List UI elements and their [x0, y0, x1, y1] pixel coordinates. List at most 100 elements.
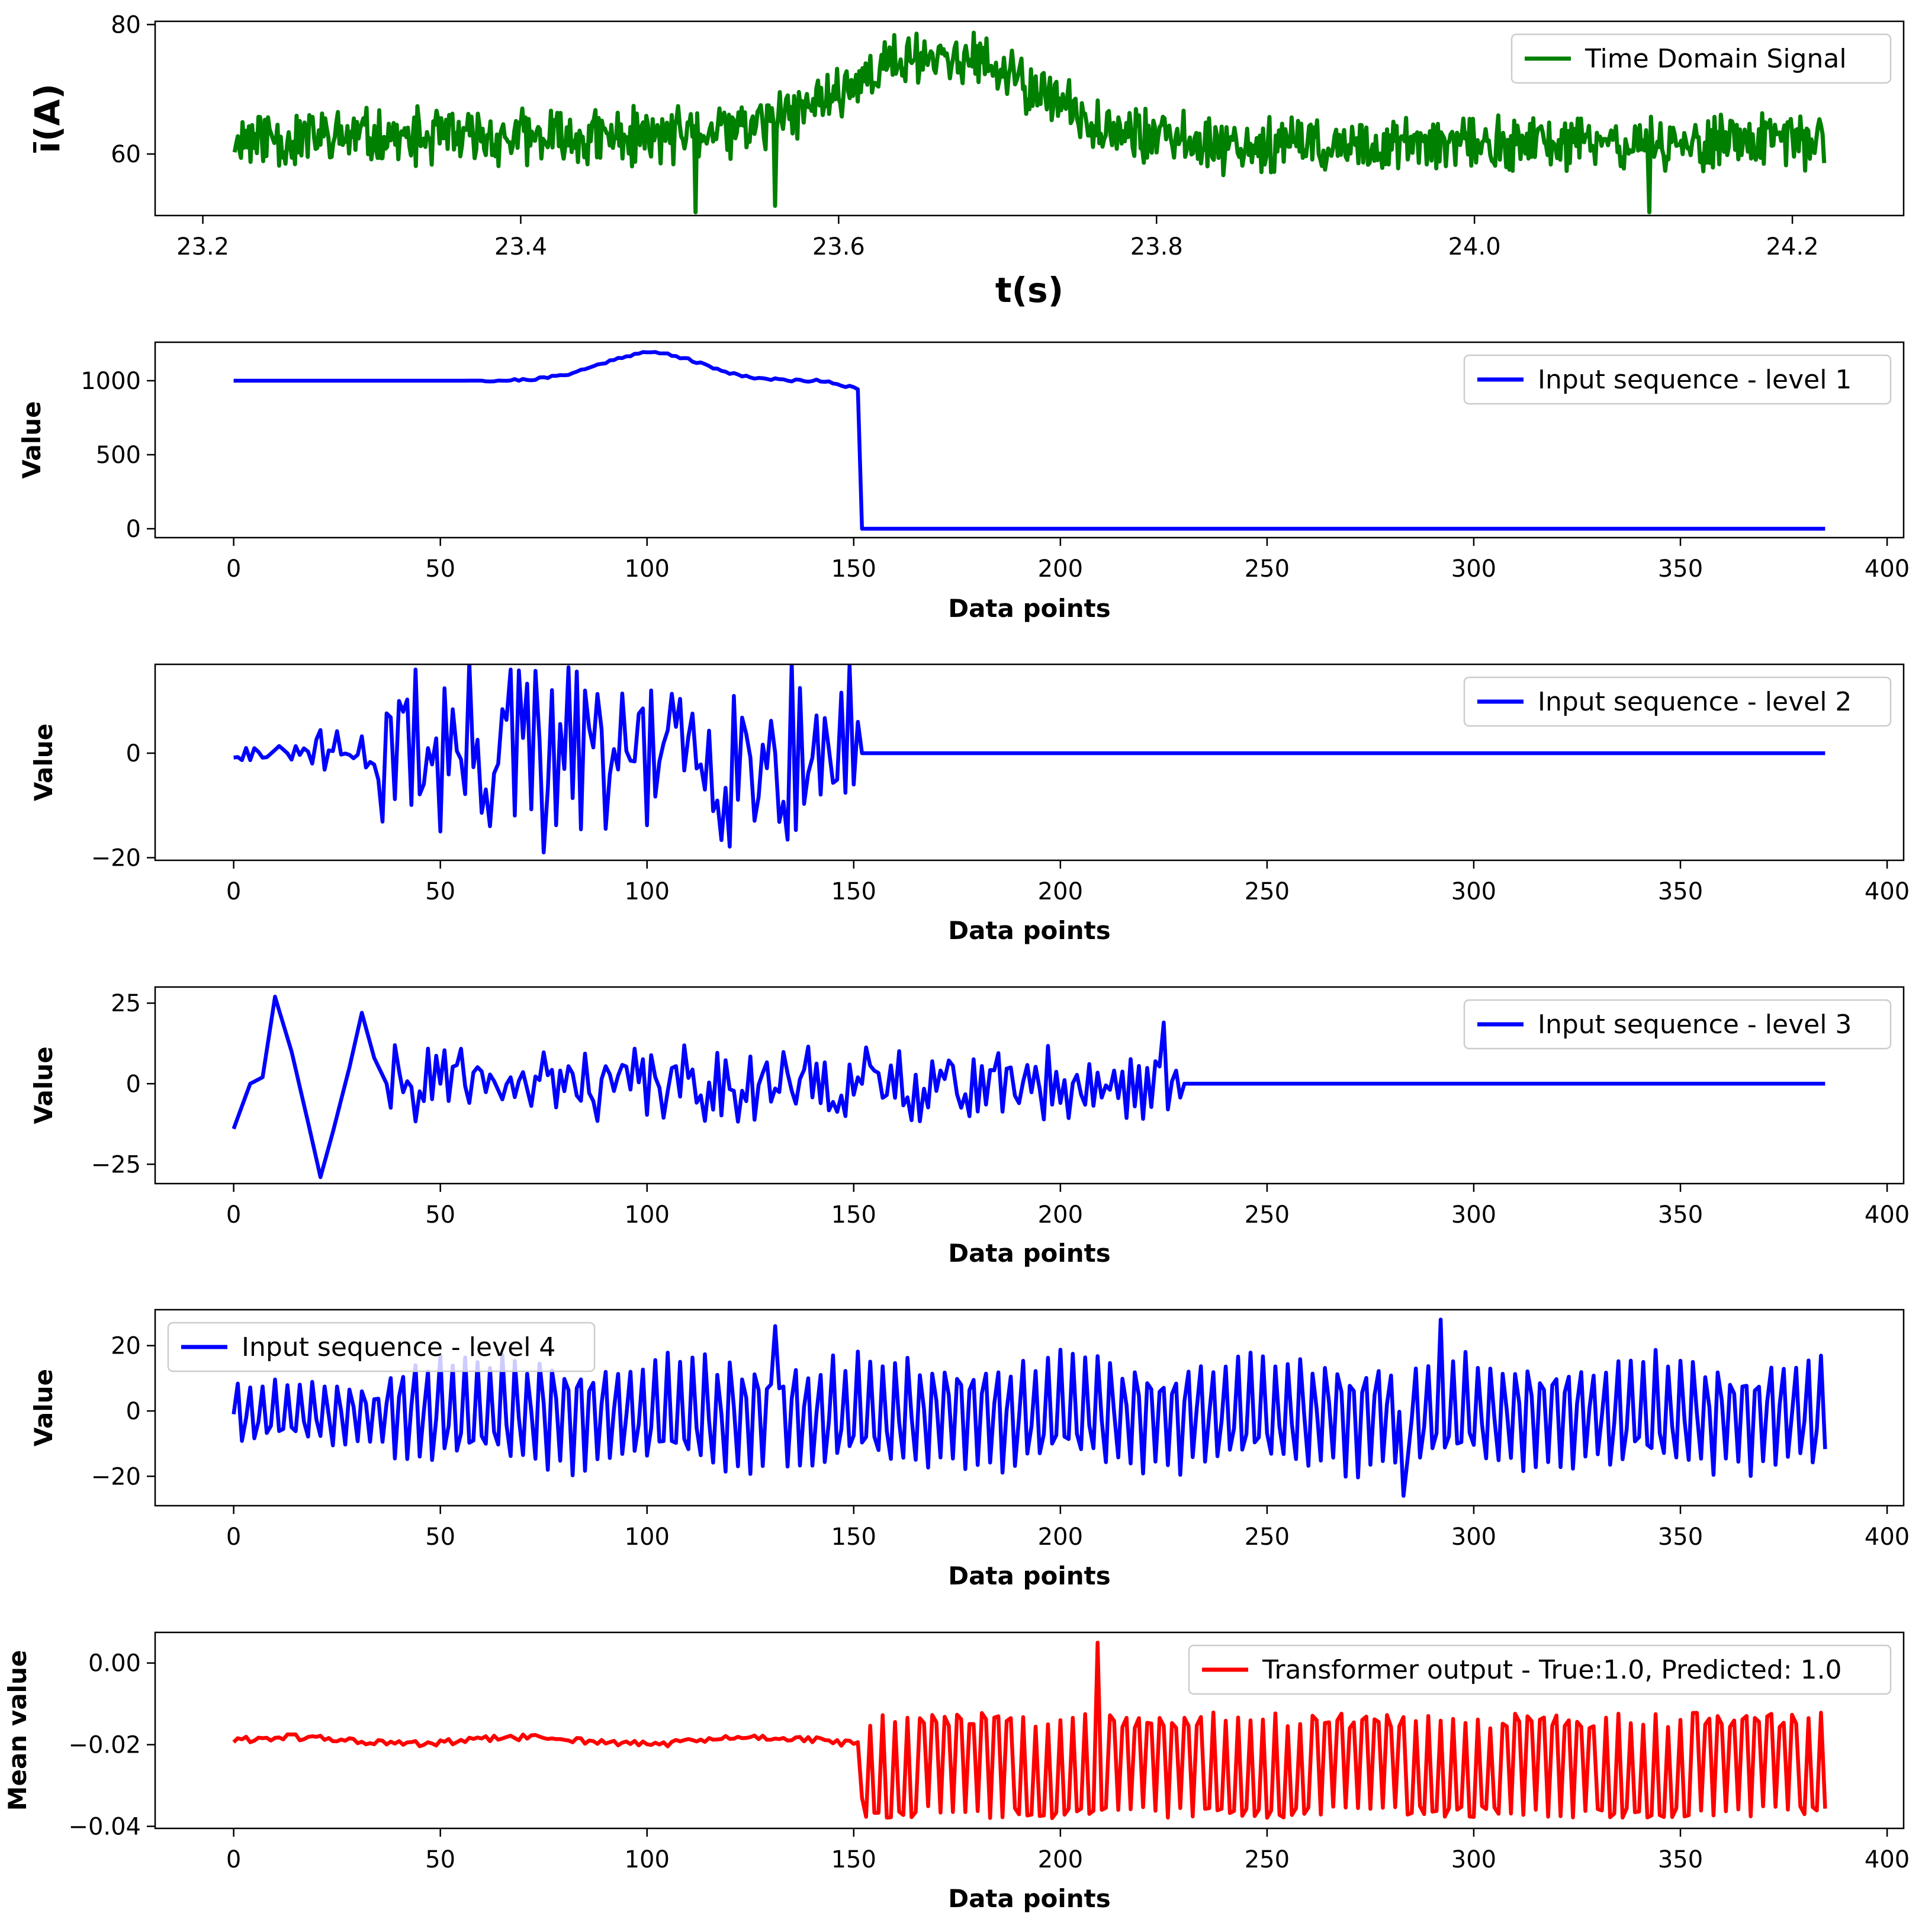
x-tick-label: 400 [1865, 1846, 1910, 1873]
x-tick-label: 400 [1865, 555, 1910, 583]
y-tick-label: 60 [111, 141, 141, 168]
x-tick-label: 150 [831, 1846, 876, 1873]
y-axis-label: Mean value [3, 1650, 32, 1811]
legend-label: Time Domain Signal [1584, 44, 1847, 74]
x-tick-label: 0 [226, 1846, 241, 1873]
legend-box [1463, 354, 1892, 405]
x-tick-label: 250 [1245, 1201, 1290, 1229]
x-tick-label: 300 [1451, 1846, 1496, 1873]
x-tick-label: 50 [425, 555, 455, 583]
legend-label: Transformer output - True:1.0, Predicted… [1262, 1655, 1842, 1685]
x-tick-label: 100 [625, 555, 670, 583]
series-line-time-domain [232, 30, 1827, 214]
legend: Input sequence - level 3 [1463, 999, 1892, 1050]
x-tick-label: 23.8 [1130, 233, 1183, 261]
x-tick-label: 300 [1451, 555, 1496, 583]
axes-frame [154, 20, 1905, 217]
legend-label: Input sequence - level 4 [242, 1332, 555, 1362]
panel-level-3: 0 50 100 150 200 250 300 350 400 −25 0 25 Data point… [29, 986, 1910, 1268]
x-tick-label: 350 [1658, 1523, 1703, 1551]
legend: Input sequence - level 1 [1463, 354, 1892, 405]
x-tick-label: 50 [425, 1201, 455, 1229]
y-axis-label: Value [29, 1046, 58, 1124]
y-tick-label: 0 [126, 740, 141, 767]
x-tick-label: 400 [1865, 1201, 1910, 1229]
y-tick-label: 0 [126, 1071, 141, 1098]
y-axis-label: ī(A) [27, 83, 68, 153]
panel-time-domain: 23.2 23.4 23.6 23.8 24.0 24.2 60 80 t(s) ī(A) Time… [27, 11, 1905, 310]
y-tick-label: 20 [111, 1333, 141, 1360]
x-tick-label: 0 [226, 1523, 241, 1551]
y-axis-label: Value [29, 724, 58, 801]
y-tick-label: 0 [126, 1398, 141, 1425]
x-axis-label: Data points [948, 916, 1111, 945]
series-line-level-2 [233, 664, 1825, 855]
x-tick-label: 100 [625, 1846, 670, 1873]
legend-label: Input sequence - level 2 [1538, 687, 1852, 717]
x-axis-label: Data points [948, 1561, 1111, 1590]
x-tick-label: 50 [425, 878, 455, 905]
x-tick-label: 250 [1245, 878, 1290, 905]
x-tick-label: 200 [1038, 878, 1083, 905]
x-tick-label: 23.6 [812, 233, 865, 261]
x-tick-label: 250 [1245, 1523, 1290, 1551]
x-tick-label: 50 [425, 1523, 455, 1551]
x-tick-label: 300 [1451, 1201, 1496, 1229]
x-tick-label: 150 [831, 1523, 876, 1551]
x-tick-label: 100 [625, 878, 670, 905]
panel-level-1: 0 50 100 150 200 250 300 350 400 0 500 1000 Data poi… [17, 341, 1910, 623]
x-axis-label: t(s) [995, 270, 1063, 310]
y-tick-label: 25 [111, 990, 141, 1017]
legend: Input sequence - level 2 [1463, 676, 1892, 727]
y-tick-label: −0.02 [68, 1732, 141, 1759]
y-tick-label: 500 [96, 442, 141, 469]
x-tick-label: 400 [1865, 1523, 1910, 1551]
x-tick-label: 200 [1038, 555, 1083, 583]
axes-frame [154, 1309, 1905, 1507]
x-tick-label: 100 [625, 1201, 670, 1229]
x-axis-label: Data points [948, 1884, 1111, 1913]
legend-label: Input sequence - level 3 [1538, 1010, 1852, 1040]
legend-box [1510, 33, 1892, 84]
legend: Time Domain Signal [1510, 33, 1892, 84]
y-axis-label: Value [29, 1369, 58, 1446]
panel-level-4: 0 50 100 150 200 250 300 350 400 −20 0 20 Data point… [29, 1309, 1910, 1590]
x-tick-label: 200 [1038, 1201, 1083, 1229]
y-axis-label: Value [17, 401, 46, 478]
legend-label: Input sequence - level 1 [1538, 365, 1852, 395]
legend: Input sequence - level 4 [167, 1322, 596, 1372]
x-axis-label: Data points [948, 1239, 1111, 1268]
x-tick-label: 50 [425, 1846, 455, 1873]
series-line-level-4 [232, 1317, 1827, 1498]
y-tick-label: −20 [91, 845, 141, 872]
y-tick-label: 80 [111, 11, 141, 38]
axes-frame [154, 663, 1905, 861]
x-tick-label: 23.4 [494, 233, 547, 261]
series-line-level-3 [232, 995, 1825, 1179]
series-line-level-1 [233, 350, 1825, 531]
x-tick-label: 350 [1658, 878, 1703, 905]
x-tick-label: 100 [625, 1523, 670, 1551]
x-tick-label: 400 [1865, 878, 1910, 905]
x-tick-label: 0 [226, 1201, 241, 1229]
x-tick-label: 23.2 [176, 233, 229, 261]
y-tick-label: 0 [126, 516, 141, 543]
x-tick-label: 350 [1658, 555, 1703, 583]
x-tick-label: 250 [1245, 1846, 1290, 1873]
x-tick-label: 0 [226, 878, 241, 905]
axes-frame [154, 341, 1905, 539]
panel-level-2: 0 50 100 150 200 250 300 350 400 −20 0 Data points V… [29, 663, 1910, 945]
y-tick-label: −20 [91, 1463, 141, 1490]
x-tick-label: 200 [1038, 1846, 1083, 1873]
x-tick-label: 0 [226, 555, 241, 583]
x-tick-label: 24.0 [1448, 233, 1501, 261]
x-tick-label: 300 [1451, 878, 1496, 905]
y-tick-label: −25 [91, 1151, 141, 1178]
series-line-transformer-output [232, 1640, 1827, 1820]
x-axis-label: Data points [948, 594, 1111, 623]
x-tick-label: 350 [1658, 1846, 1703, 1873]
axes-frame [154, 1631, 1905, 1830]
x-tick-label: 250 [1245, 555, 1290, 583]
y-tick-label: −0.04 [68, 1814, 141, 1841]
